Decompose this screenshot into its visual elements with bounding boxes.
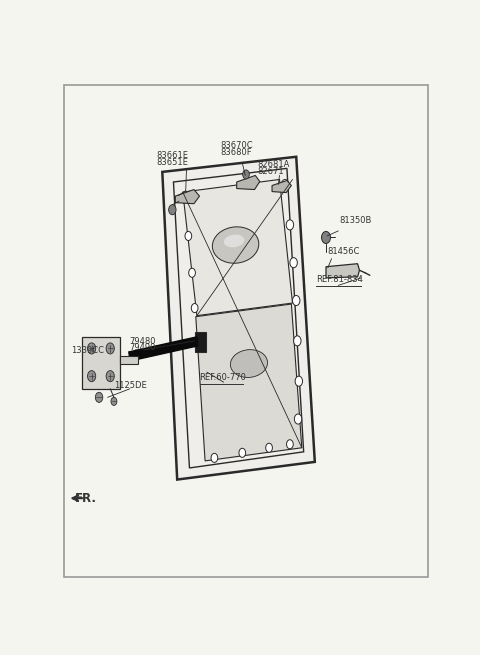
- FancyBboxPatch shape: [195, 332, 206, 352]
- Text: 81350B: 81350B: [339, 216, 372, 225]
- Polygon shape: [183, 179, 292, 316]
- Ellipse shape: [224, 234, 244, 248]
- Circle shape: [192, 303, 198, 312]
- Polygon shape: [272, 181, 291, 193]
- Text: 83651E: 83651E: [156, 158, 189, 167]
- Polygon shape: [162, 157, 315, 479]
- Polygon shape: [326, 264, 360, 278]
- Text: 82681A: 82681A: [257, 160, 289, 170]
- Circle shape: [243, 170, 249, 179]
- Circle shape: [287, 440, 293, 449]
- Circle shape: [106, 343, 114, 354]
- Circle shape: [211, 453, 218, 462]
- Circle shape: [96, 392, 103, 402]
- Ellipse shape: [230, 350, 267, 377]
- Circle shape: [266, 443, 273, 453]
- Circle shape: [239, 448, 246, 457]
- Circle shape: [322, 231, 330, 244]
- Text: REF.60-770: REF.60-770: [200, 373, 246, 383]
- Text: 79480: 79480: [129, 337, 156, 346]
- Text: 83680F: 83680F: [220, 148, 252, 157]
- Circle shape: [181, 194, 188, 203]
- Circle shape: [87, 343, 96, 354]
- Text: 83661E: 83661E: [156, 151, 189, 160]
- Circle shape: [290, 257, 297, 268]
- Circle shape: [189, 269, 195, 277]
- Circle shape: [106, 371, 114, 382]
- Circle shape: [185, 231, 192, 240]
- Polygon shape: [237, 176, 260, 189]
- Text: 79490: 79490: [129, 343, 156, 352]
- Text: 81456C: 81456C: [328, 247, 360, 256]
- Text: 1339CC: 1339CC: [71, 346, 104, 355]
- Polygon shape: [129, 337, 198, 361]
- Polygon shape: [196, 304, 302, 461]
- Polygon shape: [120, 356, 138, 364]
- Text: REF.81-834: REF.81-834: [316, 275, 363, 284]
- Ellipse shape: [212, 227, 259, 263]
- Circle shape: [111, 398, 117, 405]
- Circle shape: [292, 295, 300, 305]
- Text: 83670C: 83670C: [220, 141, 252, 150]
- Circle shape: [295, 376, 302, 386]
- Text: 82671: 82671: [257, 167, 284, 176]
- Circle shape: [193, 339, 200, 348]
- Circle shape: [294, 336, 301, 346]
- Circle shape: [168, 204, 176, 215]
- Polygon shape: [175, 189, 200, 204]
- Circle shape: [87, 371, 96, 382]
- Text: FR.: FR.: [75, 492, 97, 505]
- Circle shape: [281, 179, 289, 189]
- Circle shape: [294, 414, 302, 424]
- Circle shape: [286, 220, 294, 230]
- Polygon shape: [83, 337, 120, 389]
- Text: 1125DE: 1125DE: [114, 381, 147, 390]
